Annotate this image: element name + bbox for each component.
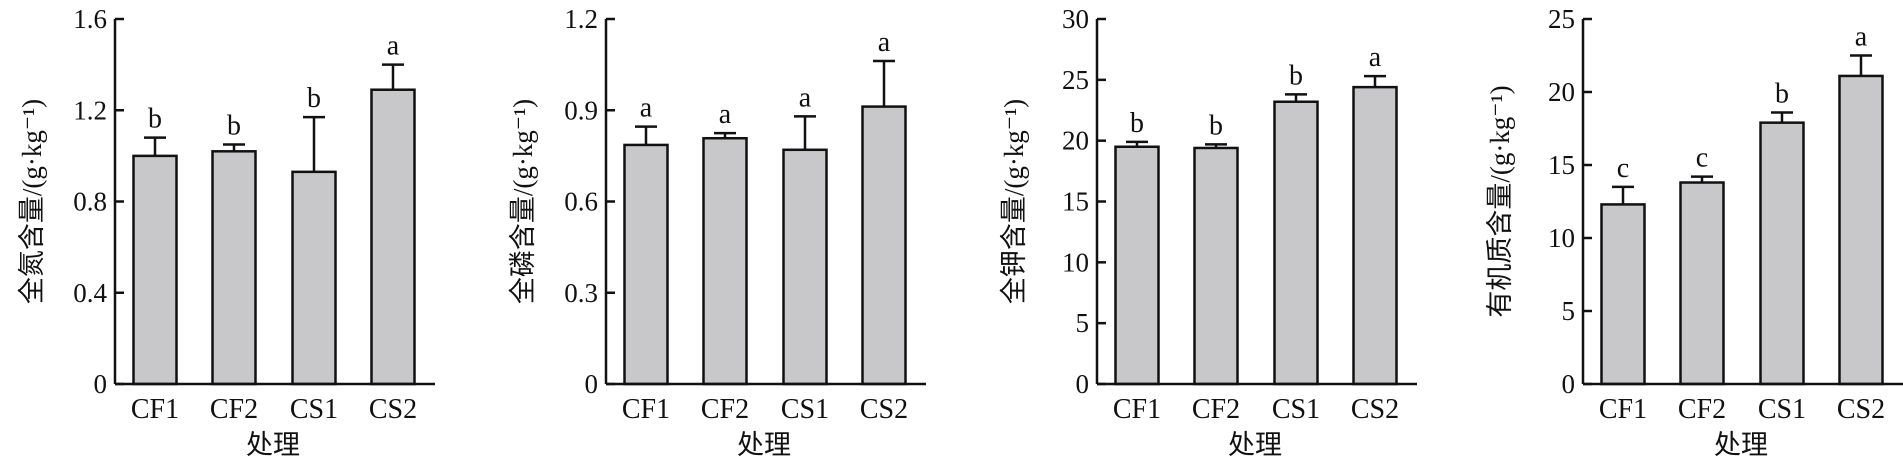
x-tick-label: CF2 <box>701 394 749 425</box>
significance-label: c <box>1696 143 1708 174</box>
x-axis-label: 处理 <box>246 430 300 460</box>
x-axis-label: 处理 <box>1228 430 1282 460</box>
x-tick-label: CS2 <box>860 394 908 425</box>
x-tick-label: CF2 <box>1678 394 1726 425</box>
y-tick-label: 30 <box>1062 4 1089 34</box>
bar-cs1 <box>1273 100 1319 386</box>
significance-label: b <box>1209 110 1223 141</box>
bar-cf2 <box>1193 146 1239 386</box>
y-tick-label: 0 <box>1562 369 1576 399</box>
chart-panel-3: b CF1 b CF2 b CS1 a CS2 0 5 10 15 20 25 30 全钾含量/(g·kg⁻¹… <box>999 4 1417 460</box>
x-tick-label: CF2 <box>210 394 258 425</box>
y-tick-label: 20 <box>1548 77 1575 107</box>
significance-label: a <box>799 82 812 113</box>
y-tick-label: 0.6 <box>564 187 598 217</box>
significance-label: a <box>387 31 400 62</box>
y-tick-label: 15 <box>1062 187 1089 217</box>
bar-cs2 <box>1352 85 1398 386</box>
bar-cf2 <box>702 136 748 386</box>
x-tick-label: CF1 <box>1599 394 1647 425</box>
y-tick-label: 25 <box>1062 65 1089 95</box>
bar-cf2 <box>211 150 257 386</box>
y-tick-label: 0 <box>1076 369 1090 399</box>
y-tick-label: 20 <box>1062 126 1089 156</box>
y-tick-label: 0 <box>94 369 108 399</box>
x-axis-label: 处理 <box>737 430 791 460</box>
bar-cf1 <box>1114 145 1160 386</box>
y-tick-label: 5 <box>1076 308 1090 338</box>
bar-cs1 <box>1759 121 1805 386</box>
x-tick-label: CS1 <box>290 394 338 425</box>
bar-cs1 <box>291 170 337 386</box>
x-tick-label: CS2 <box>1837 394 1885 425</box>
y-tick-label: 25 <box>1548 4 1575 34</box>
y-tick-label: 1.6 <box>73 4 107 34</box>
bar-cs2 <box>370 88 416 386</box>
x-tick-label: CS2 <box>369 394 417 425</box>
bar-cs2 <box>861 105 907 386</box>
x-tick-label: CF1 <box>131 394 179 425</box>
y-tick-label: 0.9 <box>564 95 598 125</box>
y-tick-label: 0.3 <box>564 278 598 308</box>
significance-label: b <box>1775 78 1789 109</box>
significance-label: a <box>719 99 732 130</box>
chart-panel-2: a CF1 a CF2 a CS1 a CS2 0 0.3 0.6 0.9 1.2 全磷含量/(g·kg⁻… <box>508 4 926 460</box>
x-tick-label: CF2 <box>1192 394 1240 425</box>
chart-panel-1: b CF1 b CF2 b CS1 a CS2 0 0.4 0.8 1.2 1.6 全氮含量/(g·kg⁻… <box>17 4 435 460</box>
y-tick-label: 10 <box>1548 223 1575 253</box>
significance-label: b <box>1130 108 1144 139</box>
bar-cs2 <box>1838 74 1884 386</box>
y-tick-label: 0.4 <box>73 278 107 308</box>
chart-panel-4: c CF1 c CF2 b CS1 a CS2 0 5 10 15 20 25 有机质含量/(g·kg⁻¹)… <box>1485 4 1903 460</box>
bar-cf2 <box>1679 181 1725 386</box>
significance-label: a <box>878 27 891 58</box>
x-tick-label: CS1 <box>1758 394 1806 425</box>
x-tick-label: CF1 <box>1113 394 1161 425</box>
bar-cf1 <box>132 154 178 386</box>
bar-cs1 <box>782 148 828 386</box>
significance-label: a <box>1369 42 1382 73</box>
x-tick-label: CF1 <box>622 394 670 425</box>
y-axis-label: 全磷含量/(g·kg⁻¹) <box>508 99 538 304</box>
y-tick-label: 0 <box>585 369 599 399</box>
y-tick-label: 5 <box>1562 296 1576 326</box>
y-axis-label: 全氮含量/(g·kg⁻¹) <box>17 99 47 304</box>
bar-cf1 <box>1600 203 1646 386</box>
x-tick-label: CS1 <box>1272 394 1320 425</box>
significance-label: b <box>307 83 321 114</box>
y-tick-label: 10 <box>1062 247 1089 277</box>
y-axis-label: 全钾含量/(g·kg⁻¹) <box>999 99 1029 304</box>
x-tick-label: CS1 <box>781 394 829 425</box>
bar-cf1 <box>623 143 669 386</box>
x-axis-label: 处理 <box>1714 430 1768 460</box>
y-tick-label: 1.2 <box>564 4 598 34</box>
significance-label: a <box>640 93 653 124</box>
y-axis-label: 有机质含量/(g·kg⁻¹) <box>1485 85 1515 317</box>
y-tick-label: 0.8 <box>73 187 107 217</box>
significance-label: c <box>1617 153 1629 184</box>
significance-label: b <box>227 110 241 141</box>
significance-label: a <box>1855 22 1868 53</box>
x-tick-label: CS2 <box>1351 394 1399 425</box>
significance-label: b <box>148 104 162 135</box>
y-tick-label: 1.2 <box>73 95 107 125</box>
y-tick-label: 15 <box>1548 150 1575 180</box>
significance-label: b <box>1289 60 1303 91</box>
